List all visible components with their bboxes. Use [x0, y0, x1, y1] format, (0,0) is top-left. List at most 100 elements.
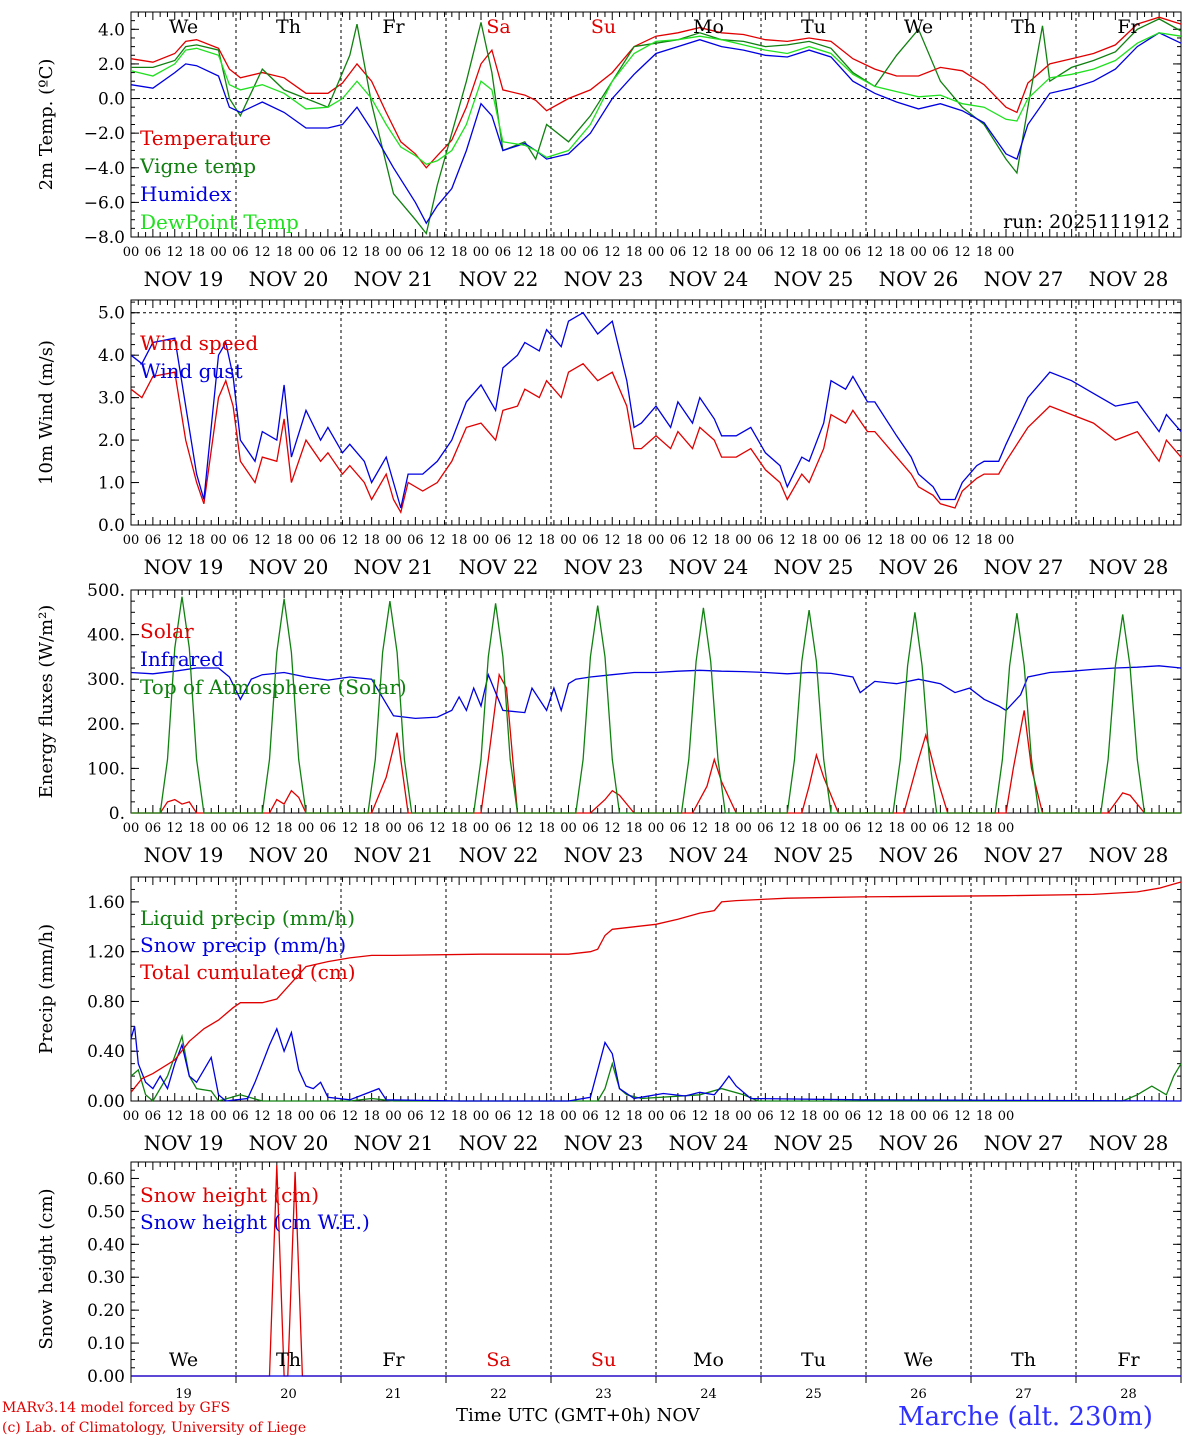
wind-hour-label: 06: [757, 533, 774, 548]
wind-date-label: NOV 25: [774, 555, 854, 579]
day-number-label: 26: [910, 1387, 927, 1402]
energy-date-label: NOV 25: [774, 843, 854, 867]
snow-ylabel: Snow height (cm): [36, 1188, 57, 1349]
snow-legend-entry: Snow height (cm W.E.): [140, 1210, 370, 1234]
temp-hour-label: 00: [473, 245, 490, 260]
temp-ytick-label: 0.0: [98, 90, 125, 110]
day-number-label: 22: [490, 1387, 507, 1402]
temp-series-vigne-temp: [131, 18, 1182, 235]
energy-hour-label: 06: [495, 821, 512, 836]
wind-date-label: NOV 23: [564, 555, 644, 579]
temp-hour-label: 12: [954, 245, 971, 260]
wind-legend-entry: Wind speed: [140, 331, 258, 355]
energy-date-label: NOV 24: [669, 843, 749, 867]
precip-ytick-label: 1.20: [87, 943, 125, 963]
temp-hour-label: 12: [429, 245, 446, 260]
precip-legend-entry: Total cumulated (cm): [140, 960, 356, 984]
energy-hour-label: 12: [166, 821, 183, 836]
temp-date-label: NOV 23: [564, 267, 644, 291]
precip-hour-label: 00: [823, 1109, 840, 1124]
energy-hour-label: 06: [932, 821, 949, 836]
weekday-label-top: Fr: [382, 16, 405, 38]
temp-hour-label: 12: [341, 245, 358, 260]
precip-hour-label: 06: [145, 1109, 162, 1124]
wind-ylabel: 10m Wind (m/s): [36, 340, 57, 485]
precip-hour-label: 18: [888, 1109, 905, 1124]
energy-hour-label: 12: [254, 821, 271, 836]
wind-date-label: NOV 28: [1089, 555, 1169, 579]
energy-hour-label: 12: [604, 821, 621, 836]
precip-ytick-label: 1.60: [87, 893, 125, 913]
temp-hour-label: 00: [998, 245, 1015, 260]
wind-ytick-label: 5.0: [98, 304, 125, 324]
energy-hour-label: 00: [735, 821, 752, 836]
temp-hour-label: 18: [626, 245, 643, 260]
wind-hour-label: 00: [210, 533, 227, 548]
energy-hour-label: 06: [582, 821, 599, 836]
energy-ytick-label: 400.: [87, 626, 125, 646]
energy-hour-label: 06: [670, 821, 687, 836]
wind-hour-label: 18: [888, 533, 905, 548]
precip-hour-label: 12: [254, 1109, 271, 1124]
wind-ytick-label: 3.0: [98, 389, 125, 409]
wind-hour-label: 18: [976, 533, 993, 548]
precip-hour-label: 12: [429, 1109, 446, 1124]
wind-hour-label: 00: [385, 533, 402, 548]
precip-date-label: NOV 23: [564, 1131, 644, 1155]
temp-legend-entry: Vigne temp: [139, 154, 256, 178]
wind-hour-label: 18: [626, 533, 643, 548]
energy-hour-label: 00: [473, 821, 490, 836]
temp-hour-label: 18: [538, 245, 555, 260]
temp-hour-label: 00: [385, 245, 402, 260]
energy-hour-label: 06: [145, 821, 162, 836]
temp-legend-entry: DewPoint Temp: [140, 210, 299, 234]
snow-ytick-label: 0.60: [87, 1169, 125, 1189]
station-label: Marche (alt. 230m): [898, 1402, 1153, 1432]
temp-hour-label: 06: [320, 245, 337, 260]
temp-hour-label: 00: [210, 245, 227, 260]
weekday-label-top: Th: [276, 16, 301, 38]
wind-hour-label: 12: [429, 533, 446, 548]
precip-hour-label: 06: [932, 1109, 949, 1124]
temp-hour-label: 12: [516, 245, 533, 260]
energy-date-label: NOV 26: [879, 843, 959, 867]
model-credit: MARv3.14 model forced by GFS: [2, 1400, 231, 1416]
precip-hour-label: 00: [998, 1109, 1015, 1124]
energy-hour-label: 18: [188, 821, 205, 836]
temp-hour-label: 00: [823, 245, 840, 260]
energy-ytick-label: 100.: [87, 759, 125, 779]
precip-hour-label: 12: [166, 1109, 183, 1124]
precip-hour-label: 18: [188, 1109, 205, 1124]
weekday-label-top: Sa: [486, 16, 510, 38]
wind-hour-label: 06: [932, 533, 949, 548]
day-number-label: 28: [1120, 1387, 1137, 1402]
wind-hour-label: 06: [582, 533, 599, 548]
wind-hour-label: 12: [779, 533, 796, 548]
wind-hour-label: 06: [407, 533, 424, 548]
wind-hour-label: 18: [538, 533, 555, 548]
wind-hour-label: 00: [998, 533, 1015, 548]
weekday-label-bottom: Sa: [486, 1349, 510, 1371]
temp-series-temperature: [130, 16, 1182, 169]
wind-hour-label: 12: [691, 533, 708, 548]
temp-series-dewpoint-temp: [130, 32, 1182, 166]
temp-date-label: NOV 28: [1089, 267, 1169, 291]
weekday-label-top: Mo: [693, 16, 724, 38]
temp-hour-label: 00: [298, 245, 315, 260]
wind-date-label: NOV 20: [249, 555, 329, 579]
energy-hour-label: 06: [757, 821, 774, 836]
wind-date-label: NOV 19: [144, 555, 224, 579]
wind-hour-label: 06: [495, 533, 512, 548]
run-label: run: 2025111912: [1003, 211, 1170, 233]
wind-date-label: NOV 27: [984, 555, 1064, 579]
temp-hour-label: 06: [582, 245, 599, 260]
weekday-label-bottom: We: [904, 1349, 933, 1371]
wind-hour-label: 00: [648, 533, 665, 548]
temp-date-label: NOV 19: [144, 267, 224, 291]
precip-date-label: NOV 25: [774, 1131, 854, 1155]
energy-hour-label: 12: [866, 821, 883, 836]
snow-ytick-label: 0.40: [87, 1235, 125, 1255]
wind-hour-label: 12: [604, 533, 621, 548]
wind-hour-label: 06: [145, 533, 162, 548]
temp-series-humidex: [130, 32, 1182, 225]
